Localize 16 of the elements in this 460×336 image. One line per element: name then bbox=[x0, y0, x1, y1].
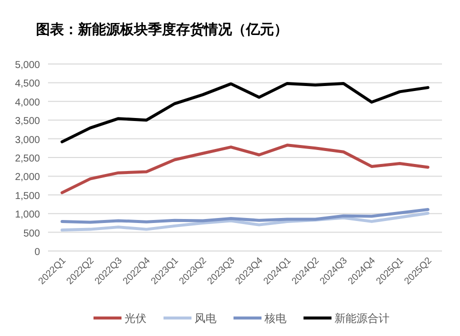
y-tick-label: 3,000 bbox=[14, 134, 40, 146]
y-tick-label: 1,000 bbox=[14, 210, 40, 221]
y-tick-label: 4,500 bbox=[14, 78, 40, 90]
y-tick-label: 0 bbox=[34, 247, 40, 258]
legend-label: 核电 bbox=[264, 312, 286, 325]
legend-label: 风电 bbox=[194, 312, 216, 325]
legend-label: 光伏 bbox=[124, 312, 146, 325]
y-tick-label: 1,500 bbox=[14, 190, 40, 202]
y-tick-label: 4,000 bbox=[14, 97, 40, 108]
y-tick-label: 3,500 bbox=[14, 116, 40, 128]
y-tick-label: 2,000 bbox=[14, 172, 40, 184]
y-tick-label: 2,500 bbox=[14, 154, 40, 164]
chart-title: 图表：新能源板块季度存货情况（亿元） bbox=[36, 21, 288, 37]
y-tick-label: 5,000 bbox=[14, 60, 40, 71]
y-tick-label: 500 bbox=[23, 228, 40, 240]
legend-label: 新能源合计 bbox=[334, 312, 390, 325]
